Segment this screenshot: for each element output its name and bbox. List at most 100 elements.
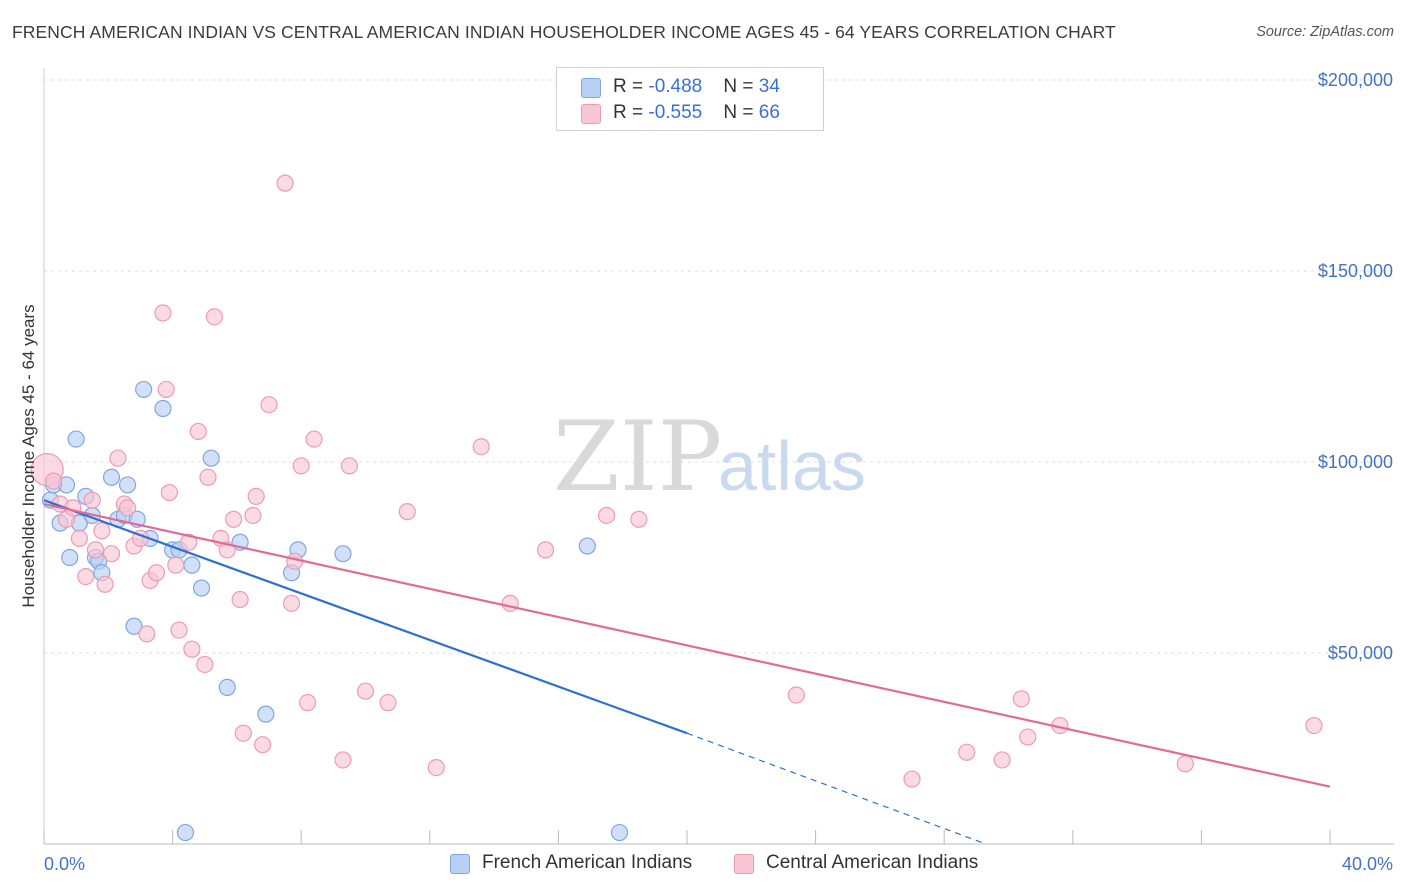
scatter-point [167, 556, 185, 574]
scatter-point [427, 758, 445, 777]
scatter-point [630, 510, 648, 528]
scatter-point [102, 468, 121, 486]
legend-n-label: N = [723, 76, 759, 97]
watermark-atlas: atlas [718, 427, 866, 505]
legend-n-value: 34 [758, 76, 780, 97]
scatter-point [610, 823, 629, 842]
scatter-point [334, 545, 352, 563]
scatter-point [398, 503, 416, 521]
legend-swatch-series1 [581, 78, 601, 98]
chart-source: Source: ZipAtlas.com [1256, 24, 1394, 40]
scatter-point [67, 430, 85, 448]
scatter-point [125, 617, 143, 635]
scatter-point [93, 522, 111, 540]
scatter-point [225, 510, 243, 528]
scatter-point [578, 537, 596, 555]
scatter-point [356, 682, 375, 700]
legend: R = -0.488 N = 34 R = -0.555 N = 66 [556, 67, 824, 131]
scatter-point [1012, 690, 1030, 708]
scatter-point [218, 678, 236, 696]
scatter-point [160, 483, 178, 502]
scatter-point [787, 686, 805, 704]
scatter-point [183, 640, 201, 658]
scatter-point [196, 655, 214, 674]
bottom-legend-label-series1: French American Indians [482, 852, 693, 873]
y-tick-label: $150,000 [1318, 261, 1393, 281]
legend-r-label: R = [613, 102, 649, 123]
legend-r-label: R = [613, 76, 649, 97]
scatter-point [257, 705, 275, 723]
scatter-point [154, 399, 172, 418]
scatter-point [340, 457, 359, 475]
scatter-point [77, 567, 95, 586]
scatter-point [260, 396, 278, 414]
scatter-point [109, 449, 127, 467]
legend-r-value: -0.555 [648, 102, 703, 123]
scatter-point [282, 594, 301, 612]
scatter-point [1176, 755, 1194, 773]
scatter-point [147, 564, 166, 582]
bottom-legend-swatch-series2 [734, 854, 754, 874]
scatter-point [958, 743, 976, 761]
scatter-point [501, 594, 519, 612]
scatter-point [472, 438, 490, 456]
scatter-point [83, 491, 101, 509]
scatter-point [299, 694, 317, 712]
trend-lines [43, 499, 1331, 845]
scatter-point [903, 770, 921, 788]
scatter-point [244, 506, 262, 525]
scatter-point [86, 541, 105, 559]
scatter-point [135, 380, 153, 399]
scatter-point [993, 751, 1011, 769]
scatter-point [598, 506, 616, 525]
scatter-point [1305, 716, 1323, 735]
chart-title: FRENCH AMERICAN INDIAN VS CENTRAL AMERIC… [12, 22, 1116, 42]
grid-lines [44, 79, 1394, 654]
bottom-legend-swatch-series1 [450, 854, 470, 874]
scatter-point [379, 694, 397, 712]
scatter-point [96, 575, 114, 593]
legend-swatch-series2 [581, 104, 601, 124]
legend-n-value: 66 [758, 102, 780, 123]
trend-line-extension [686, 732, 987, 845]
trend-line [43, 499, 688, 735]
scatter-point [176, 823, 195, 842]
scatter-point [231, 590, 249, 609]
y-axis-label: Householder Income Ages 45 - 64 years [19, 304, 38, 607]
scatter-point [70, 529, 88, 548]
scatter-point [102, 545, 121, 563]
scatter-point [192, 579, 211, 597]
scatter-point [180, 533, 198, 551]
scatter-point [199, 468, 217, 486]
scatter-point [247, 487, 265, 505]
legend-r-value: -0.488 [648, 76, 703, 97]
scatter-point [254, 736, 272, 754]
scatter-point [334, 751, 352, 769]
scatter-point [205, 308, 223, 326]
watermark-zip: ZIP [553, 401, 722, 513]
scatter-point [183, 556, 201, 574]
y-tick-label: $50,000 [1328, 643, 1393, 663]
legend-n-label: N = [723, 102, 759, 123]
scatter-point [305, 430, 323, 448]
scatter-point [202, 449, 220, 467]
scatter-point [234, 724, 252, 742]
tick-labels: $50,000 $100,000 $150,000 $200,000 0.0% 40.0% [44, 70, 1393, 874]
x-tick-label: 40.0% [1342, 854, 1393, 874]
scatter-point [536, 541, 555, 559]
scatter-point [157, 380, 175, 399]
scatter-point [189, 422, 207, 441]
y-tick-label: $100,000 [1318, 452, 1393, 472]
scatter-point [138, 625, 156, 643]
scatter-point [170, 621, 188, 639]
scatter-point [1019, 728, 1037, 746]
trend-line [43, 502, 1331, 788]
scatter-point [61, 548, 79, 567]
scatter-point [276, 174, 294, 192]
x-tick-label: 0.0% [44, 854, 85, 874]
watermark: ZIP atlas [553, 401, 866, 513]
scatter-point [292, 457, 310, 475]
scatter-point [154, 304, 172, 322]
scatter-point [45, 472, 63, 490]
